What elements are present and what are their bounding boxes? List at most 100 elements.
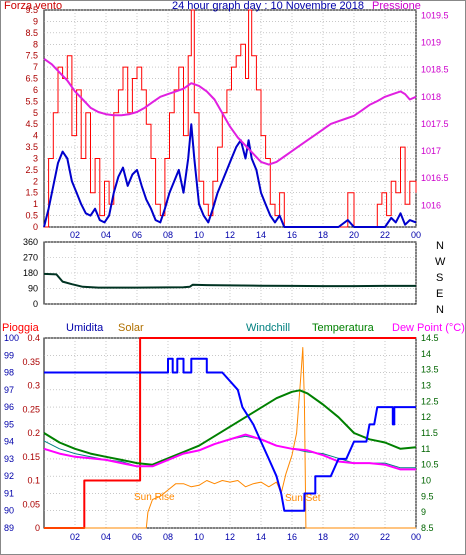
- rain-tick-label: 0.3: [27, 381, 40, 391]
- sunrise-annotation: Sun Rise: [134, 492, 175, 503]
- pressure-label: Pressione: [372, 0, 421, 12]
- bottom-x-tick-label: 14: [256, 532, 266, 542]
- wind-tick-label: 5: [33, 108, 38, 118]
- solar-line: [44, 347, 416, 529]
- sunset-annotation: Sun Set: [285, 493, 321, 504]
- direction-tick-label: 90: [28, 284, 38, 294]
- rain-tick-label: 0.25: [22, 404, 40, 414]
- wind-tick-label: 7.5: [25, 51, 38, 61]
- bottom-series: [43, 337, 417, 529]
- pressure-tick-label: 1016.5: [421, 173, 449, 183]
- bottom-x-tick-label: 16: [287, 532, 297, 542]
- pressure-tick-label: 1018: [421, 92, 441, 102]
- pressure-tick-label: 1016: [421, 200, 441, 210]
- direction-series: [43, 272, 416, 289]
- top-x-tick-label: 04: [101, 230, 111, 240]
- temperature-tick-label: 9.5: [421, 491, 434, 501]
- pressure-tick-label: 1019.5: [421, 10, 449, 20]
- direction-grid: [44, 241, 417, 305]
- dir-letter-s: S: [436, 272, 443, 284]
- wind-tick-label: 7: [33, 62, 38, 72]
- wind-direction-line: [43, 272, 416, 289]
- top-x-tick-label: 06: [132, 230, 142, 240]
- humidity-tick-label: 92: [4, 471, 14, 481]
- dir-letter-e: E: [436, 288, 443, 300]
- temperature-tick-label: 11.5: [421, 428, 438, 438]
- wind-tick-label: 0.5: [25, 211, 38, 221]
- temperature-line: [43, 389, 417, 466]
- wind-tick-label: 0: [33, 222, 38, 232]
- bottom-plot-area: [43, 337, 417, 529]
- humidity-tick-label: 97: [4, 385, 14, 395]
- direction-tick-label: 360: [23, 237, 38, 247]
- bottom-x-tick-label: 12: [225, 532, 235, 542]
- top-x-tick-label: 22: [380, 230, 390, 240]
- wind-strength-label: Forza vento: [4, 0, 62, 12]
- bottom-x-tick-label: 22: [380, 532, 390, 542]
- humidity-tick-label: 100: [4, 333, 19, 343]
- rain-tick-label: 0: [35, 523, 40, 533]
- tick-labels: 9.598.587.576.565.554.543.532.521.510.50…: [4, 5, 449, 542]
- top-x-tick-label: 08: [163, 230, 173, 240]
- wind-tick-label: 2.5: [25, 165, 38, 175]
- dir-letter-w: W: [435, 256, 446, 268]
- humidity-tick-label: 95: [4, 419, 14, 429]
- pressure-tick-label: 1018.5: [421, 65, 449, 75]
- temperature-tick-label: 13: [421, 381, 431, 391]
- temperature-tick-label: 12.5: [421, 396, 439, 406]
- wind-tick-label: 2: [33, 176, 38, 186]
- temperature-tick-label: 9: [421, 507, 426, 517]
- humidity-tick-label: 93: [4, 454, 14, 464]
- rain-tick-label: 0.15: [22, 452, 40, 462]
- temperature-tick-label: 10.5: [421, 460, 439, 470]
- graph-title: 24 hour graph day : 10 Novembre 2018: [172, 0, 364, 12]
- humidity-label: Umidita: [66, 322, 104, 334]
- temperature-tick-label: 14: [421, 349, 431, 359]
- wind-tick-label: 9: [33, 16, 38, 26]
- direction-tick-label: 270: [23, 253, 38, 263]
- top-x-tick-label: 16: [287, 230, 297, 240]
- humidity-tick-label: 91: [4, 488, 14, 498]
- wind-tick-label: 6.5: [25, 74, 38, 84]
- solar-label: Solar: [118, 322, 144, 334]
- windchill-label: Windchill: [246, 322, 290, 334]
- wind-tick-label: 8.5: [25, 28, 38, 38]
- temperature-label: Temperatura: [312, 322, 375, 334]
- temperature-tick-label: 10: [421, 476, 431, 486]
- rain-tick-label: 0.35: [22, 357, 40, 367]
- humidity-tick-label: 96: [4, 402, 14, 412]
- humidity-tick-label: 90: [4, 506, 14, 516]
- wind-avg-line: [43, 123, 417, 228]
- wind-tick-label: 3: [33, 153, 38, 163]
- direction-tick-label: 180: [23, 268, 38, 278]
- wind-tick-label: 1: [33, 199, 38, 209]
- humidity-tick-label: 98: [4, 368, 14, 378]
- dir-letter-n-top: N: [436, 240, 444, 252]
- humidity-tick-label: 94: [4, 437, 14, 447]
- wind-tick-label: 4.5: [25, 119, 38, 129]
- humidity-tick-label: 99: [4, 350, 14, 360]
- bottom-x-tick-label: 06: [132, 532, 142, 542]
- top-x-tick-label: 10: [194, 230, 204, 240]
- wind-tick-label: 4: [33, 131, 38, 141]
- dewpoint-label: Dew Point (°C): [392, 322, 465, 334]
- rain-tick-label: 0.1: [27, 476, 40, 486]
- top-grid: [44, 9, 417, 228]
- rain-tick-label: 0.4: [27, 333, 40, 343]
- wind-gust-line: [44, 9, 417, 228]
- dewpoint-line: [43, 433, 416, 471]
- top-x-tick-label: 14: [256, 230, 266, 240]
- direction-tick-label: 0: [33, 299, 38, 309]
- bottom-x-tick-label: 10: [194, 532, 204, 542]
- temperature-tick-label: 14.5: [421, 333, 439, 343]
- pressure-line: [43, 57, 417, 166]
- dir-letter-n-bottom: N: [436, 304, 444, 316]
- humidity-line: [44, 357, 416, 512]
- bottom-x-tick-label: 08: [163, 532, 173, 542]
- bottom-x-tick-label: 02: [70, 532, 80, 542]
- top-x-tick-label: 20: [349, 230, 359, 240]
- bottom-x-tick-label: 00: [411, 532, 421, 542]
- wind-tick-label: 5.5: [25, 96, 38, 106]
